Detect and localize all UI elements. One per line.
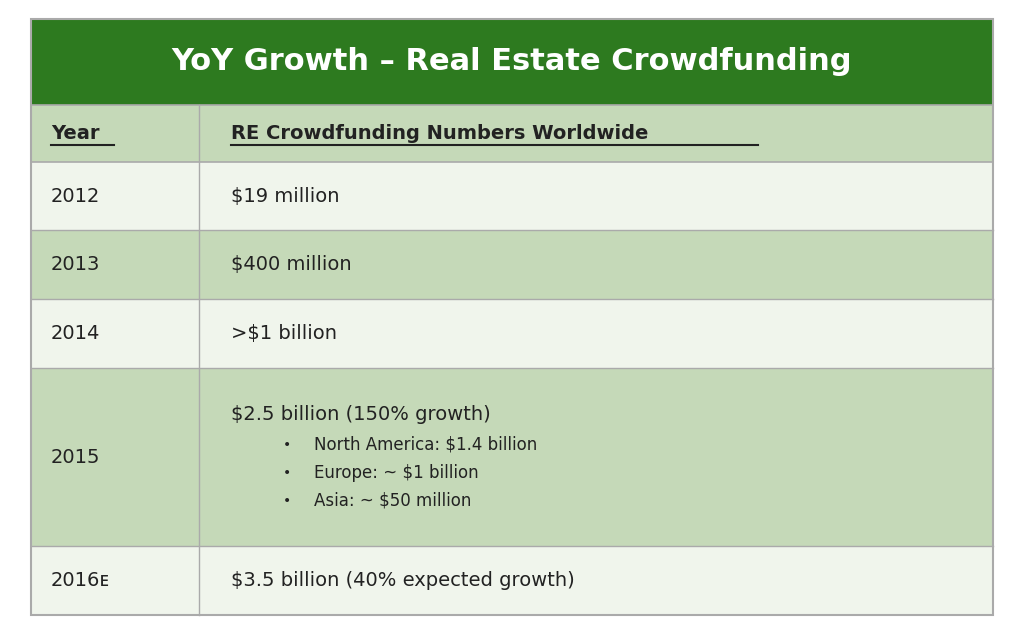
Bar xyxy=(199,299,993,368)
Bar xyxy=(199,368,993,547)
Text: 2016ᴇ: 2016ᴇ xyxy=(51,571,110,590)
Text: •: • xyxy=(283,437,291,451)
Bar xyxy=(31,230,199,299)
Text: •: • xyxy=(283,494,291,508)
Bar xyxy=(31,547,199,615)
Text: RE Crowdfunding Numbers Worldwide: RE Crowdfunding Numbers Worldwide xyxy=(231,124,648,143)
Text: Year: Year xyxy=(51,124,99,143)
Text: >$1 billion: >$1 billion xyxy=(231,324,337,343)
Text: 2013: 2013 xyxy=(51,256,100,274)
Text: $3.5 billion (40% expected growth): $3.5 billion (40% expected growth) xyxy=(231,571,574,590)
Bar xyxy=(31,162,199,230)
Text: 2012: 2012 xyxy=(51,186,100,205)
Bar xyxy=(31,299,199,368)
Bar xyxy=(31,368,199,547)
Bar xyxy=(199,230,993,299)
Bar xyxy=(199,547,993,615)
Text: Asia: ~ $50 million: Asia: ~ $50 million xyxy=(314,492,472,510)
Text: North America: $1.4 billion: North America: $1.4 billion xyxy=(314,436,538,453)
Text: YoY Growth – Real Estate Crowdfunding: YoY Growth – Real Estate Crowdfunding xyxy=(172,48,852,76)
Text: $19 million: $19 million xyxy=(231,186,339,205)
Bar xyxy=(199,162,993,230)
Bar xyxy=(31,19,993,105)
Text: •: • xyxy=(283,466,291,480)
Text: 2015: 2015 xyxy=(51,448,100,467)
Bar xyxy=(31,105,199,162)
Bar xyxy=(199,105,993,162)
Text: $400 million: $400 million xyxy=(231,256,351,274)
Text: 2014: 2014 xyxy=(51,324,100,343)
Text: Europe: ~ $1 billion: Europe: ~ $1 billion xyxy=(314,463,479,482)
Text: $2.5 billion (150% growth): $2.5 billion (150% growth) xyxy=(231,404,490,424)
